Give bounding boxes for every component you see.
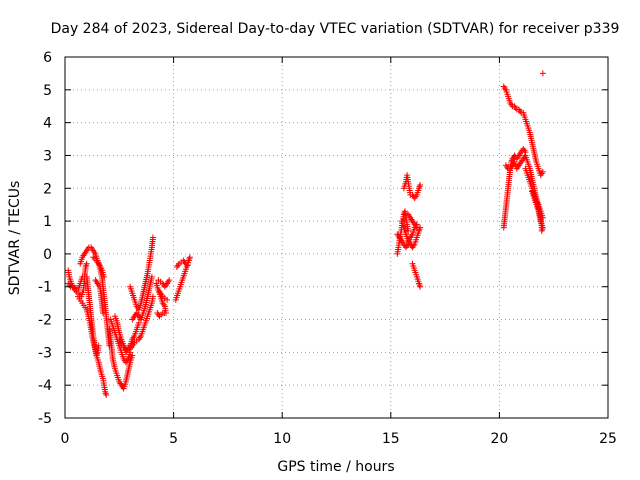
- data-point: [164, 296, 171, 303]
- data-point: [184, 262, 191, 269]
- data-point: [539, 70, 546, 77]
- y-tick-label: 4: [43, 116, 52, 132]
- y-tick-label: 3: [43, 148, 52, 164]
- data-point: [538, 227, 545, 234]
- x-tick-label: 0: [61, 431, 70, 447]
- data-point: [405, 227, 412, 234]
- y-tick-label: -3: [38, 345, 52, 361]
- plot-frame: [64, 56, 609, 419]
- data-point: [154, 309, 161, 316]
- y-tick-label: 1: [43, 214, 52, 230]
- data-point: [539, 168, 546, 175]
- data-point: [103, 392, 110, 399]
- y-tick-label: 5: [43, 83, 52, 99]
- data-point: [166, 277, 173, 284]
- data-point: [149, 293, 156, 300]
- y-tick-label: 6: [43, 50, 52, 66]
- x-tick-label: 5: [169, 431, 178, 447]
- y-tick-label: -1: [38, 280, 52, 296]
- data-point: [95, 342, 102, 349]
- y-axis-label: SDTVAR / TECUs: [7, 181, 23, 296]
- data-point: [101, 273, 108, 280]
- chart-title: Day 284 of 2023, Sidereal Day-to-day VTE…: [51, 21, 620, 37]
- data-point: [186, 254, 193, 261]
- x-axis-label: GPS time / hours: [277, 459, 394, 475]
- data-point: [129, 352, 136, 359]
- x-tick-label: 10: [273, 431, 291, 447]
- data-points: [65, 70, 546, 399]
- y-tick-label: -4: [38, 378, 52, 394]
- data-point: [539, 214, 546, 221]
- data-point: [100, 309, 107, 316]
- x-tick-label: 25: [599, 431, 617, 447]
- axes: 0 5 10 15 20 25 -5 -4 -3 -2 -1 0 1 2 3 4 5 6: [38, 50, 617, 447]
- data-point: [148, 273, 155, 280]
- data-point: [149, 234, 156, 241]
- x-tick-label: 15: [382, 431, 400, 447]
- data-point: [417, 283, 424, 290]
- data-point: [413, 224, 420, 231]
- data-point: [417, 181, 424, 188]
- data-point: [135, 319, 142, 326]
- y-tick-label: 0: [43, 247, 52, 263]
- x-tick-label: 20: [490, 431, 508, 447]
- y-tick-label: 2: [43, 181, 52, 197]
- y-tick-label: -5: [38, 411, 52, 427]
- data-point: [83, 260, 90, 267]
- y-tick-label: -2: [38, 313, 52, 329]
